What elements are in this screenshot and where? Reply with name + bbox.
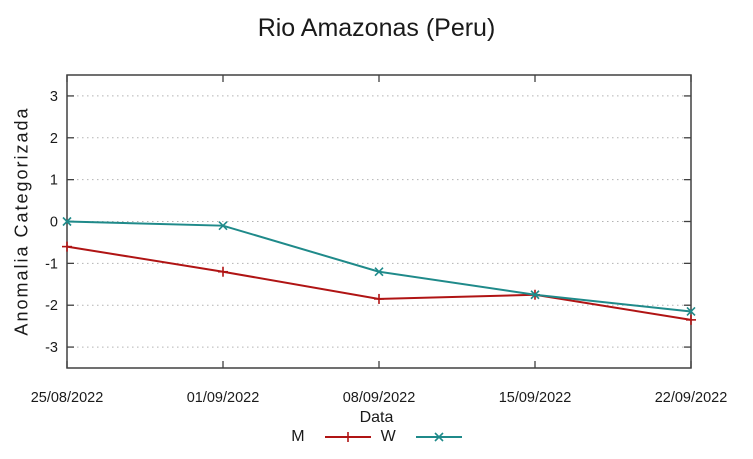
x-tick-label: 08/09/2022 (343, 390, 416, 406)
legend-label-m: M (291, 428, 305, 445)
y-tick-label: 3 (50, 89, 58, 105)
x-tick-label: 22/09/2022 (655, 390, 728, 406)
x-tick-label: 15/09/2022 (499, 390, 572, 406)
legend-item-w: W (381, 428, 462, 446)
y-tick-label: -1 (45, 256, 58, 272)
data-point-marker-w (218, 221, 228, 231)
data-point-marker-w (374, 267, 384, 277)
chart-legend: M W (0, 428, 753, 446)
chart-title: Rio Amazonas (Peru) (257, 14, 496, 42)
legend-label-w: W (380, 428, 396, 445)
data-point-marker-w (62, 216, 72, 227)
data-point-marker-w (530, 290, 540, 300)
series-line-m (66, 245, 692, 321)
x-tick-label: 01/09/2022 (187, 390, 260, 406)
x-axis-label: Data (359, 409, 394, 426)
y-tick-label: -3 (45, 340, 58, 356)
legend-item-m: M (291, 428, 371, 446)
legend-line-sample-w (415, 432, 462, 442)
x-tick-label: 25/08/2022 (31, 390, 104, 406)
y-tick-label: 1 (50, 173, 58, 189)
y-tick-label: 0 (50, 215, 58, 231)
y-tick-label: 2 (50, 131, 58, 147)
legend-line-sample-m (324, 432, 371, 442)
y-tick-label: -2 (45, 298, 58, 314)
data-point-marker-w (686, 306, 696, 317)
legend-sample-marker-w (434, 432, 444, 442)
